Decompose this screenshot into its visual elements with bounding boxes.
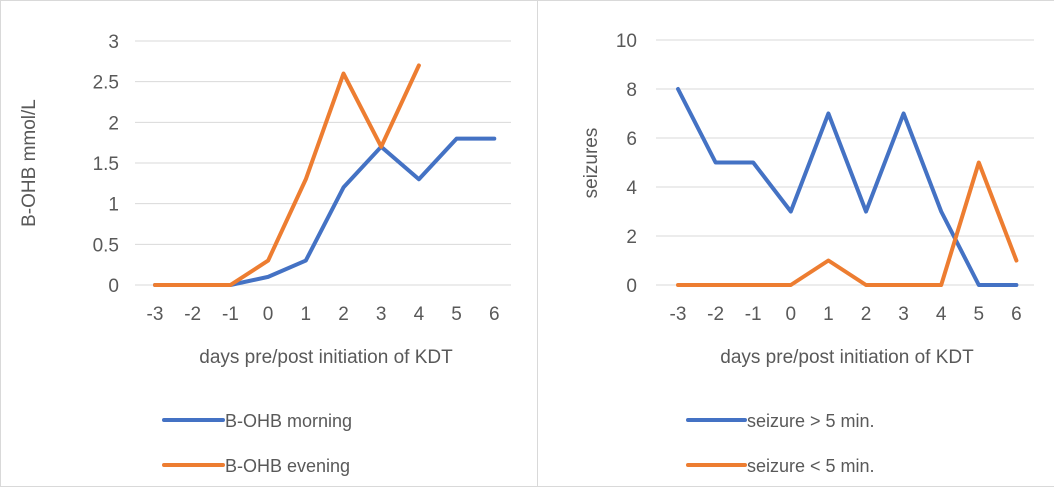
y-tick-label: 0 bbox=[108, 276, 119, 297]
x-tick-label: 3 bbox=[898, 304, 909, 325]
legend-label: seizure > 5 min. bbox=[747, 411, 875, 431]
x-axis-title: days pre/post initiation of KDT bbox=[720, 347, 974, 368]
series-line-first bbox=[153, 136, 497, 287]
x-tick-label: 1 bbox=[823, 304, 834, 325]
y-tick-label: 8 bbox=[626, 80, 637, 101]
y-tick-label: 2.5 bbox=[93, 73, 119, 94]
chart-panel-seizures: 0 2 4 6 8 10 -3 -2 -1 0 1 2 3 4 5 6 seizures days pre/… bbox=[538, 0, 1054, 487]
legend-label: seizure < 5 min. bbox=[747, 456, 875, 476]
x-tick-label: -3 bbox=[670, 304, 687, 325]
legend-label: B-OHB evening bbox=[225, 456, 350, 476]
y-tick-label: 4 bbox=[626, 178, 637, 199]
x-tick-label: 5 bbox=[451, 304, 462, 325]
y-tick-label: 2 bbox=[626, 227, 637, 248]
y-tick-label: 1.5 bbox=[93, 154, 119, 175]
x-axis-title: days pre/post initiation of KDT bbox=[199, 347, 453, 368]
x-tick-label: 6 bbox=[1011, 304, 1022, 325]
y-tick-label: 0.5 bbox=[93, 235, 119, 256]
y-tick-label: 2 bbox=[108, 113, 119, 134]
y-tick-label: 6 bbox=[626, 129, 637, 150]
x-tick-label: 4 bbox=[414, 304, 425, 325]
y-tick-label: 3 bbox=[108, 32, 119, 53]
seizures-chart: 0 2 4 6 8 10 -3 -2 -1 0 1 2 3 4 5 6 seizures days pre/… bbox=[581, 31, 1034, 476]
x-tick-label: 2 bbox=[338, 304, 349, 325]
x-tick-label: 1 bbox=[301, 304, 312, 325]
x-tick-label: 2 bbox=[861, 304, 872, 325]
series-line-second bbox=[153, 63, 421, 287]
y-axis-title: B-OHB mmol/L bbox=[19, 99, 40, 227]
x-tick-label: 0 bbox=[263, 304, 274, 325]
legend-label: B-OHB morning bbox=[225, 411, 352, 431]
x-tick-label: -1 bbox=[745, 304, 762, 325]
chart-panel-bohb: 0 0.5 1 1.5 2 2.5 3 -3 -2 -1 0 1 2 3 4 5 6 B-OHB mmol/L… bbox=[0, 0, 538, 487]
x-tick-label: 3 bbox=[376, 304, 387, 325]
series-line-first bbox=[676, 87, 1019, 287]
x-tick-label: -1 bbox=[222, 304, 239, 325]
x-tick-label: 6 bbox=[489, 304, 500, 325]
x-tick-label: 5 bbox=[974, 304, 985, 325]
x-tick-label: 0 bbox=[786, 304, 797, 325]
x-tick-label: 4 bbox=[936, 304, 947, 325]
bohb-chart: 0 0.5 1 1.5 2 2.5 3 -3 -2 -1 0 1 2 3 4 5 6 B-OHB mmol/L… bbox=[19, 32, 511, 476]
y-tick-label: 1 bbox=[108, 195, 119, 216]
x-tick-label: -2 bbox=[707, 304, 724, 325]
y-tick-label: 10 bbox=[616, 31, 637, 52]
x-tick-label: -2 bbox=[184, 304, 201, 325]
x-tick-label: -3 bbox=[147, 304, 164, 325]
y-tick-label: 0 bbox=[626, 276, 637, 297]
y-axis-title: seizures bbox=[581, 128, 602, 199]
series-line-second bbox=[676, 160, 1019, 287]
